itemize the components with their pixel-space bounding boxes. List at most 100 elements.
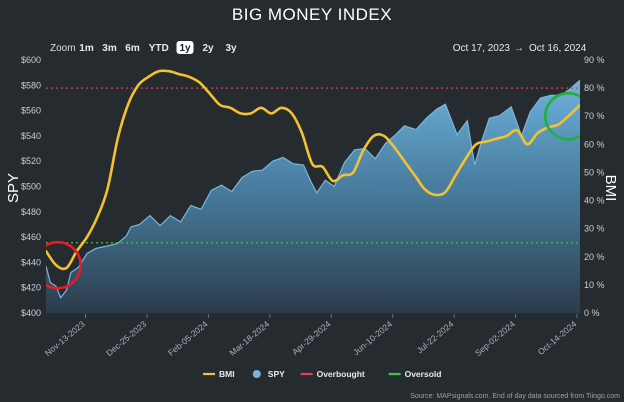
legend-item-oversold[interactable]: Oversold	[388, 369, 442, 379]
bmi-point	[107, 189, 108, 190]
spy-point	[252, 171, 253, 172]
bmi-point	[168, 71, 169, 72]
bmi-point	[537, 132, 538, 133]
bmi-point	[557, 124, 558, 125]
chart-title: BIG MONEY INDEX	[232, 5, 392, 24]
legend-label: Overbought	[317, 369, 365, 379]
bmi-point	[117, 138, 118, 139]
spy-point	[480, 144, 481, 145]
bmi-point	[209, 93, 210, 94]
bmi-point	[56, 265, 57, 266]
spy-point	[293, 163, 294, 164]
bmi-point	[414, 175, 415, 176]
spy-point	[170, 215, 171, 216]
spy-point	[130, 226, 131, 227]
spy-point	[474, 164, 475, 165]
y-left-axis: $600 $580 $560 $540 $520 $500 $480 $460 $440 $420…	[21, 55, 41, 318]
legend-label: BMI	[219, 369, 235, 379]
y-right-axis-title: BMI	[602, 175, 619, 202]
spy-point	[489, 118, 490, 119]
spy-point	[344, 162, 345, 163]
zoom-button-3y[interactable]: 3y	[225, 43, 237, 54]
bmi-point	[527, 144, 528, 145]
spy-point	[200, 209, 201, 210]
date-range-end[interactable]: Oct 16, 2024	[529, 43, 587, 54]
spy-point	[467, 120, 468, 121]
bmi-point	[179, 73, 180, 74]
spy-point	[354, 149, 355, 150]
bmi-point	[465, 158, 466, 159]
date-range: Oct 17, 2023 → Oct 16, 2024	[453, 43, 587, 54]
spy-point	[241, 177, 242, 178]
spy-point	[262, 169, 263, 170]
legend-label: Oversold	[405, 369, 442, 379]
annotation-layer	[46, 91, 580, 290]
spy-point	[78, 267, 79, 268]
spy-point	[86, 253, 87, 254]
date-range-start[interactable]: Oct 17, 2023	[453, 43, 511, 54]
spy-point	[416, 129, 417, 130]
zoom-label: Zoom	[50, 43, 76, 54]
bmi-point	[476, 144, 477, 145]
y-left-tick-label: $520	[21, 156, 41, 166]
y-left-tick-label: $540	[21, 131, 41, 141]
zoom-button-2y[interactable]: 2y	[202, 43, 214, 54]
spy-point	[395, 134, 396, 135]
spy-point	[445, 104, 446, 105]
range-selector: Zoom 1m 3m 6m YTD 1y 2y 3y	[50, 41, 237, 54]
annotation-circle-red	[46, 240, 82, 290]
bmi-point	[260, 107, 261, 108]
bmi-point	[353, 172, 354, 173]
y-left-tick-label: $400	[21, 308, 41, 318]
y-left-tick-label: $500	[21, 182, 41, 192]
zoom-button-3m[interactable]: 3m	[102, 43, 117, 54]
spy-point	[70, 272, 71, 273]
legend-item-bmi[interactable]: BMI	[203, 369, 235, 379]
bmi-point	[424, 189, 425, 190]
spy-point	[66, 290, 67, 291]
spy-point	[530, 111, 531, 112]
zoom-button-1y[interactable]: 1y	[179, 43, 191, 54]
spy-point	[499, 115, 500, 116]
zoom-button-6m[interactable]: 6m	[125, 43, 140, 54]
bmi-point	[506, 135, 507, 136]
y-left-tick-label: $600	[21, 55, 41, 65]
zoom-button-ytd[interactable]: YTD	[149, 43, 169, 54]
spy-point	[550, 95, 551, 96]
bmi-point	[455, 175, 456, 176]
bmi-line-layer	[46, 69, 580, 271]
spy-area-layer	[46, 79, 580, 313]
spy-area	[46, 80, 580, 313]
legend-label: SPY	[268, 369, 285, 379]
y-left-tick-label: $460	[21, 232, 41, 242]
bmi-point	[148, 76, 149, 77]
spy-point	[211, 190, 212, 191]
bmi-point	[496, 138, 497, 139]
annotation-circle-green	[544, 91, 580, 141]
bmi-point	[230, 107, 231, 108]
y-right-tick-label: 60 %	[584, 139, 605, 149]
bmi-point	[342, 175, 343, 176]
spy-line	[46, 79, 580, 300]
bmi-point	[86, 237, 87, 238]
bmi-point	[250, 113, 251, 114]
bmi-point	[271, 113, 272, 114]
bmi-point	[332, 180, 333, 181]
legend-item-spy[interactable]: SPY	[252, 369, 285, 379]
spy-point	[139, 224, 140, 225]
bmi-point	[312, 163, 313, 164]
spy-point	[180, 221, 181, 222]
legend-item-overbought[interactable]: Overbought	[300, 369, 365, 379]
bmi-point	[97, 217, 98, 218]
bmi-point	[486, 141, 487, 142]
spy-point	[404, 125, 405, 126]
bmi-point	[189, 76, 190, 77]
bmi-point	[291, 113, 292, 114]
zoom-button-1m[interactable]: 1m	[79, 43, 94, 54]
spy-point	[316, 192, 317, 193]
spy-point	[126, 235, 127, 236]
spy-point	[385, 143, 386, 144]
bmi-point	[66, 267, 67, 268]
spy-point	[160, 225, 161, 226]
y-left-tick-label: $580	[21, 80, 41, 90]
